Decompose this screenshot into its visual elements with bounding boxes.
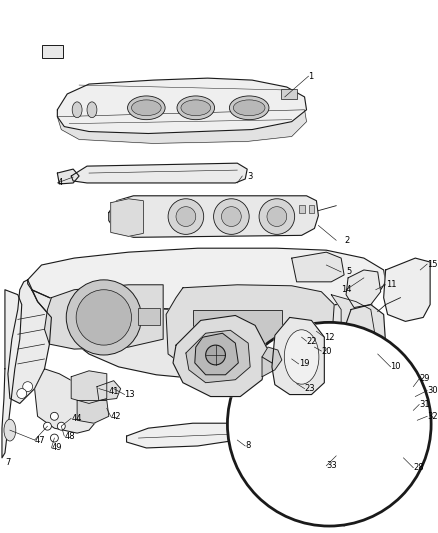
Ellipse shape — [284, 330, 319, 384]
Polygon shape — [97, 381, 120, 400]
Ellipse shape — [72, 102, 82, 118]
Polygon shape — [186, 330, 250, 383]
Polygon shape — [57, 78, 307, 133]
Text: 14: 14 — [341, 285, 352, 294]
Circle shape — [76, 290, 131, 345]
Bar — [396, 418, 417, 448]
Bar — [193, 310, 282, 351]
Text: 28: 28 — [413, 463, 424, 472]
Bar — [281, 89, 297, 99]
Bar — [308, 205, 314, 213]
Text: 29: 29 — [419, 374, 430, 383]
Bar — [198, 354, 279, 366]
Polygon shape — [2, 290, 22, 458]
Polygon shape — [8, 280, 51, 403]
Polygon shape — [173, 316, 268, 397]
Text: 47: 47 — [35, 435, 45, 445]
Circle shape — [206, 345, 226, 365]
Polygon shape — [35, 369, 99, 433]
Polygon shape — [346, 270, 381, 308]
Circle shape — [259, 199, 295, 235]
Polygon shape — [272, 318, 324, 394]
Polygon shape — [326, 295, 376, 379]
Text: 44: 44 — [71, 414, 82, 423]
Polygon shape — [77, 400, 109, 423]
Text: 30: 30 — [427, 386, 438, 395]
Bar — [138, 308, 160, 325]
Polygon shape — [57, 110, 307, 143]
Circle shape — [222, 207, 241, 227]
Ellipse shape — [233, 100, 265, 116]
Text: 49: 49 — [51, 443, 62, 453]
Polygon shape — [45, 285, 163, 349]
Circle shape — [227, 322, 431, 526]
Polygon shape — [326, 374, 425, 466]
Polygon shape — [111, 199, 143, 236]
Text: 20: 20 — [321, 346, 332, 356]
Polygon shape — [292, 252, 344, 282]
Circle shape — [214, 199, 249, 235]
Circle shape — [17, 389, 27, 399]
Text: 19: 19 — [299, 359, 309, 368]
Text: 15: 15 — [427, 260, 438, 269]
Text: 11: 11 — [385, 280, 396, 289]
Polygon shape — [71, 371, 107, 403]
Text: 41: 41 — [109, 387, 119, 396]
Text: 32: 32 — [427, 412, 438, 421]
Text: 33: 33 — [326, 461, 337, 470]
Text: 4: 4 — [57, 179, 63, 188]
Text: 2: 2 — [344, 236, 350, 245]
Polygon shape — [384, 258, 430, 321]
Ellipse shape — [131, 100, 161, 116]
Circle shape — [57, 422, 65, 430]
Circle shape — [176, 207, 196, 227]
Polygon shape — [127, 423, 242, 448]
Text: 48: 48 — [64, 432, 75, 441]
Ellipse shape — [181, 100, 211, 116]
Polygon shape — [262, 347, 282, 377]
Text: 1: 1 — [308, 71, 314, 80]
Polygon shape — [109, 196, 318, 237]
Text: 42: 42 — [111, 412, 121, 421]
Circle shape — [50, 413, 58, 420]
Circle shape — [43, 422, 51, 430]
Text: 7: 7 — [5, 458, 11, 467]
Text: 23: 23 — [304, 384, 315, 393]
Circle shape — [402, 433, 411, 443]
Text: 31: 31 — [419, 400, 430, 409]
Text: 3: 3 — [247, 172, 253, 181]
Circle shape — [50, 434, 58, 442]
Polygon shape — [341, 304, 385, 377]
Circle shape — [267, 207, 287, 227]
Polygon shape — [166, 285, 334, 369]
Ellipse shape — [4, 419, 16, 441]
Bar — [299, 205, 304, 213]
Polygon shape — [195, 333, 238, 375]
Ellipse shape — [177, 96, 215, 120]
Polygon shape — [28, 248, 385, 310]
Text: 8: 8 — [245, 441, 251, 450]
Ellipse shape — [127, 96, 165, 120]
Circle shape — [23, 382, 32, 392]
Text: 13: 13 — [124, 390, 135, 399]
Text: 10: 10 — [391, 362, 401, 372]
Ellipse shape — [87, 102, 97, 118]
Text: 12: 12 — [324, 333, 335, 342]
Polygon shape — [71, 163, 247, 183]
Polygon shape — [332, 383, 417, 462]
Circle shape — [402, 421, 411, 431]
Circle shape — [168, 199, 204, 235]
Text: 5: 5 — [346, 268, 351, 277]
Polygon shape — [57, 169, 79, 184]
Ellipse shape — [230, 96, 269, 120]
Bar — [42, 45, 63, 58]
Polygon shape — [32, 290, 374, 379]
Text: 22: 22 — [307, 337, 317, 346]
Circle shape — [66, 280, 141, 355]
